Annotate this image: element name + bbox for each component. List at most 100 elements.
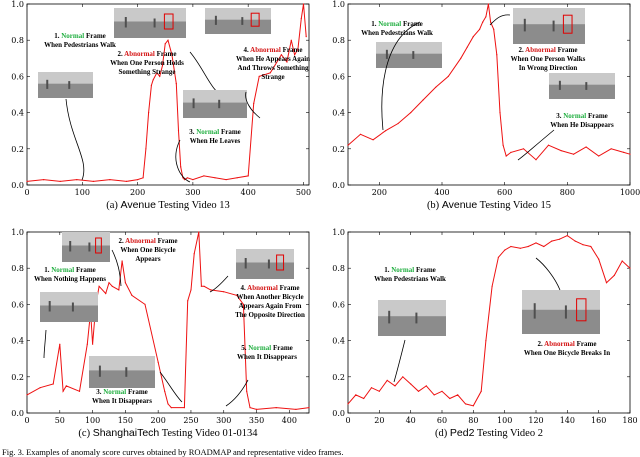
score-point	[410, 112, 412, 114]
thumbnail-figure	[48, 301, 51, 312]
score-point	[193, 253, 195, 255]
score-point	[466, 46, 468, 49]
annotation-pointer	[381, 21, 421, 131]
score-point	[502, 144, 504, 146]
x-tick-label: 0	[345, 416, 350, 425]
score-point	[573, 153, 575, 155]
score-point	[286, 61, 288, 63]
annotation-title: 2. Abnormal Frame	[538, 340, 597, 348]
x-tick-label: 20	[374, 416, 384, 425]
thumbnail-background	[205, 8, 271, 20]
score-point	[167, 403, 169, 405]
score-point	[177, 130, 180, 132]
score-point	[137, 179, 139, 181]
score-point	[472, 36, 474, 38]
thumbnail-figure	[241, 17, 244, 25]
score-point	[52, 383, 54, 385]
annotation-description: When Pedestrians Walk	[361, 29, 433, 37]
x-tick-label: 80	[468, 416, 478, 425]
thumbnail-figure	[69, 241, 72, 252]
annotation-title: 4. Abnormal Frame	[241, 284, 300, 292]
annotation-description: When It Disappears	[237, 353, 297, 361]
thumbnail-figure	[412, 51, 415, 59]
y-tick-label: 0.4	[11, 109, 24, 118]
subfigure-caption: (a) Avenue Testing Video 13	[106, 199, 230, 211]
score-point	[598, 258, 600, 260]
anomaly-highlight-box	[562, 14, 573, 34]
annotation-pointer	[245, 91, 261, 119]
score-point	[417, 390, 420, 392]
score-point	[255, 408, 258, 410]
y-tick-label: 1.0	[332, 228, 345, 237]
anomaly-highlight-box	[163, 13, 174, 30]
thumbnail-background	[114, 8, 186, 22]
score-point	[305, 36, 307, 38]
score-point	[26, 180, 28, 182]
x-tick-label: 600	[497, 188, 512, 197]
score-point	[190, 289, 192, 291]
score-point	[558, 238, 561, 240]
score-point	[200, 285, 202, 287]
thumbnail-background	[38, 72, 93, 84]
score-point	[86, 343, 88, 345]
score-point	[457, 394, 459, 396]
annotation-pointer	[159, 371, 183, 403]
annotation-title: 3. Normal Frame	[96, 388, 148, 396]
score-point	[308, 407, 310, 409]
score-point	[372, 139, 374, 141]
score-point	[613, 274, 615, 276]
thumbnail-figure	[244, 258, 247, 269]
thumbnail-figure	[388, 310, 391, 324]
annotation-title: 2. Abnormal Frame	[119, 237, 178, 245]
score-point	[574, 240, 576, 242]
annotation-description: When Pedestrians Walk	[374, 275, 446, 283]
score-point	[157, 361, 159, 363]
y-tick-label: 0.8	[332, 36, 345, 45]
score-point	[92, 180, 94, 182]
score-point	[198, 231, 200, 233]
score-point	[156, 72, 158, 74]
chart-panel-a: 0.0 0.2 0.4 0.6 0.8 1.0 0 100 200 300 400 500 1. Nor…	[11, 0, 311, 211]
score-point	[585, 146, 587, 148]
score-point	[485, 16, 487, 18]
plot-frame	[347, 3, 631, 186]
annotation-title: 1. Normal Frame	[371, 20, 423, 28]
score-point	[214, 177, 216, 179]
score-point	[363, 397, 365, 400]
y-tick-label: 0.6	[11, 300, 24, 309]
score-point	[76, 179, 78, 181]
thumbnail-figure	[98, 365, 101, 377]
anomaly-highlight-box	[576, 298, 587, 322]
x-tick-label: 300	[185, 188, 200, 197]
annotation-description: When Another Bicycle	[236, 293, 303, 301]
thumbnail-figure	[552, 20, 555, 32]
score-point	[497, 256, 499, 258]
score-point	[300, 17, 302, 20]
score-point	[535, 242, 537, 244]
chart-panel-d: 0.0 0.2 0.4 0.6 0.8 1.0 0 20 40 60 80 100 120 140 160 1…	[332, 228, 637, 439]
y-tick-label: 0.2	[332, 145, 345, 154]
score-point	[566, 235, 568, 237]
annotation-description: Something Strange	[119, 68, 176, 76]
y-tick-label: 0.6	[332, 300, 345, 309]
score-point	[131, 294, 133, 296]
y-tick-label: 0.0	[11, 409, 24, 418]
score-point	[223, 291, 225, 293]
plot-frame	[26, 3, 310, 186]
score-point	[435, 86, 437, 88]
score-point	[242, 303, 244, 305]
score-point	[105, 292, 107, 295]
score-point	[464, 403, 467, 405]
x-tick-label: 500	[296, 188, 311, 197]
x-tick-label: 0	[24, 416, 29, 425]
score-point	[621, 260, 623, 262]
score-point	[510, 245, 512, 248]
score-point	[543, 245, 545, 248]
score-point	[490, 21, 492, 23]
score-point	[547, 144, 550, 146]
thumbnail-figure	[153, 18, 156, 28]
score-point	[487, 3, 489, 5]
x-tick-label: 100	[75, 188, 90, 197]
